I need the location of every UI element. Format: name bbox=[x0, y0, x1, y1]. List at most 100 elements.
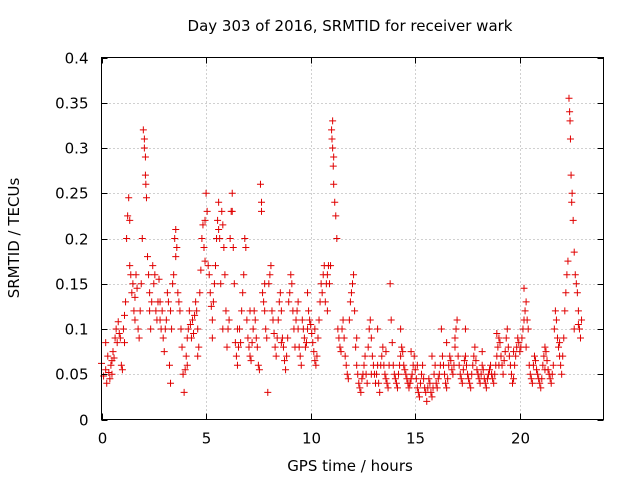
data-point bbox=[288, 280, 296, 288]
data-point bbox=[448, 366, 456, 374]
data-point bbox=[310, 348, 318, 356]
data-point bbox=[313, 352, 321, 360]
data-point bbox=[328, 126, 336, 134]
data-point bbox=[221, 271, 229, 279]
data-point bbox=[262, 325, 270, 333]
data-point bbox=[357, 388, 365, 396]
data-point bbox=[168, 325, 176, 333]
data-point bbox=[516, 348, 524, 356]
data-point bbox=[356, 384, 364, 392]
data-point bbox=[104, 352, 112, 360]
y-tick-label: 0 bbox=[79, 412, 89, 430]
data-point bbox=[156, 316, 164, 324]
data-point bbox=[472, 357, 480, 365]
data-point bbox=[387, 316, 395, 324]
data-point bbox=[509, 379, 517, 387]
data-point bbox=[302, 339, 310, 347]
data-point bbox=[415, 393, 423, 401]
data-point bbox=[353, 361, 361, 369]
data-point bbox=[405, 384, 413, 392]
data-point bbox=[181, 366, 189, 374]
data-point bbox=[246, 352, 254, 360]
data-point bbox=[339, 316, 347, 324]
data-point bbox=[255, 366, 263, 374]
data-point bbox=[176, 307, 184, 315]
data-point bbox=[548, 370, 556, 378]
data-point bbox=[170, 271, 178, 279]
data-point bbox=[343, 370, 351, 378]
data-point bbox=[136, 307, 144, 315]
data-point bbox=[504, 343, 512, 351]
data-point bbox=[411, 366, 419, 374]
data-point bbox=[105, 368, 113, 376]
data-point bbox=[457, 375, 465, 383]
data-point bbox=[108, 370, 116, 378]
data-point bbox=[561, 307, 569, 315]
y-tick-label: 0.05 bbox=[55, 366, 88, 384]
data-point bbox=[521, 307, 529, 315]
data-point bbox=[477, 370, 485, 378]
data-point bbox=[553, 334, 561, 342]
data-point bbox=[490, 379, 498, 387]
data-point bbox=[293, 307, 301, 315]
data-point bbox=[361, 352, 369, 360]
data-point bbox=[131, 293, 139, 301]
data-point bbox=[210, 280, 218, 288]
data-point bbox=[337, 348, 345, 356]
data-point bbox=[264, 388, 272, 396]
data-point bbox=[539, 361, 547, 369]
data-point bbox=[367, 334, 375, 342]
data-point bbox=[205, 271, 213, 279]
data-point bbox=[214, 216, 222, 224]
data-point bbox=[133, 284, 141, 292]
data-point bbox=[163, 289, 171, 297]
data-point bbox=[497, 352, 505, 360]
data-point bbox=[538, 375, 546, 383]
data-point bbox=[397, 352, 405, 360]
data-point bbox=[177, 325, 185, 333]
data-point bbox=[532, 357, 540, 365]
data-point bbox=[305, 307, 313, 315]
data-point bbox=[276, 289, 284, 297]
x-tick-label: 20 bbox=[511, 430, 530, 448]
data-point bbox=[159, 334, 167, 342]
data-point bbox=[228, 207, 236, 215]
data-point bbox=[347, 289, 355, 297]
data-point bbox=[406, 379, 414, 387]
data-point bbox=[527, 375, 535, 383]
data-point bbox=[461, 352, 469, 360]
data-point bbox=[106, 375, 114, 383]
grid bbox=[101, 57, 604, 420]
data-point bbox=[312, 361, 320, 369]
data-point bbox=[563, 271, 571, 279]
data-point bbox=[297, 361, 305, 369]
data-point bbox=[167, 379, 175, 387]
data-point bbox=[534, 370, 542, 378]
data-point bbox=[510, 348, 518, 356]
data-point bbox=[465, 375, 473, 383]
data-point bbox=[108, 357, 116, 365]
data-point bbox=[453, 316, 461, 324]
data-point bbox=[237, 339, 245, 347]
data-point bbox=[323, 271, 331, 279]
x-tick-label: 15 bbox=[406, 430, 425, 448]
data-point bbox=[130, 307, 138, 315]
data-point bbox=[524, 325, 532, 333]
data-point bbox=[102, 339, 110, 347]
data-point bbox=[208, 316, 216, 324]
data-point bbox=[199, 221, 207, 229]
data-point bbox=[197, 266, 205, 274]
data-point bbox=[174, 289, 182, 297]
data-point bbox=[526, 370, 534, 378]
data-point bbox=[473, 366, 481, 374]
data-point bbox=[389, 361, 397, 369]
data-point bbox=[381, 370, 389, 378]
data-point bbox=[412, 375, 420, 383]
data-point bbox=[244, 334, 252, 342]
data-point bbox=[443, 339, 451, 347]
data-point bbox=[123, 235, 131, 242]
data-point bbox=[572, 280, 580, 288]
data-point bbox=[410, 352, 418, 360]
data-point bbox=[178, 343, 186, 351]
